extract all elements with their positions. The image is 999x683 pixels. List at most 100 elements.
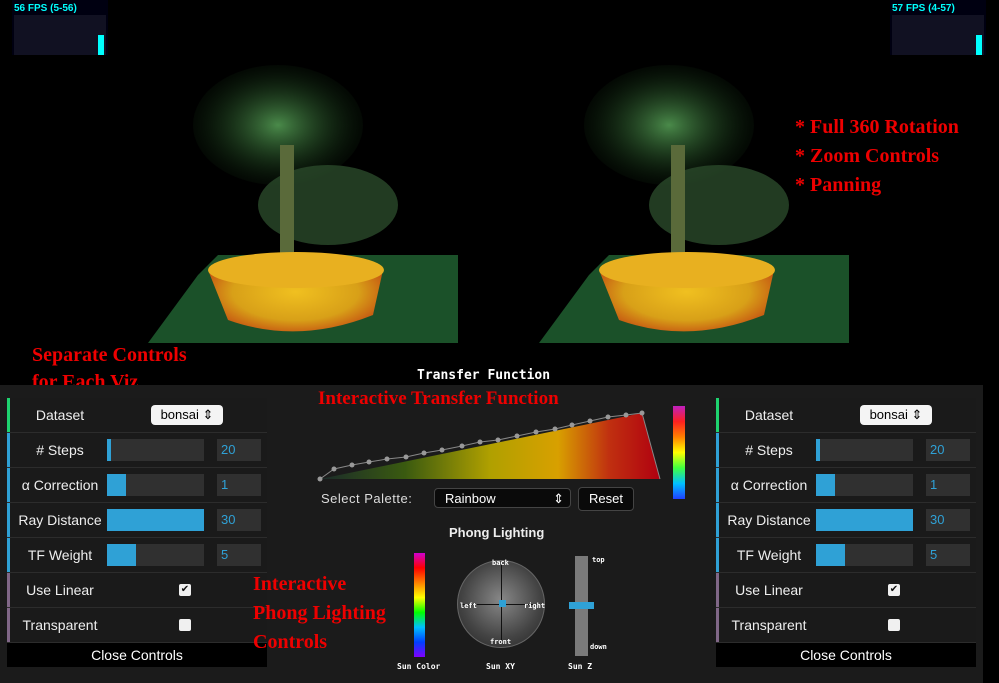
steps-slider[interactable] xyxy=(816,439,913,461)
ray-distance-row: Ray Distance 30 xyxy=(716,503,976,538)
alpha-correction-input[interactable]: 1 xyxy=(926,474,970,496)
fps-graph xyxy=(892,15,984,55)
feature-note: * Panning xyxy=(795,174,882,196)
slider-fill xyxy=(816,474,836,496)
sun-z-handle[interactable] xyxy=(569,602,594,609)
dataset-row: Dataset bonsai ⇕ xyxy=(7,398,267,433)
phong-title: Phong Lighting xyxy=(449,525,545,540)
alpha-correction-slider[interactable] xyxy=(107,474,204,496)
row-edge xyxy=(7,538,10,572)
slider-fill xyxy=(816,509,913,531)
feature-note: * Zoom Controls xyxy=(795,145,940,167)
row-edge xyxy=(716,468,719,502)
sun-color-label: Sun Color xyxy=(397,662,441,671)
alpha-correction-row: α Correction 1 xyxy=(7,468,267,503)
tf-weight-label: TF Weight xyxy=(736,547,802,563)
steps-label: # Steps xyxy=(745,442,793,458)
row-edge xyxy=(716,503,719,537)
tf-weight-row: TF Weight 5 xyxy=(7,538,267,573)
transfer-function-title: Transfer Function xyxy=(417,368,551,383)
row-edge xyxy=(7,398,10,432)
transparent-checkbox[interactable] xyxy=(179,619,191,631)
alpha-correction-label: α Correction xyxy=(21,477,99,493)
note-line: Phong Lighting xyxy=(253,602,386,624)
tf-weight-input[interactable]: 5 xyxy=(926,544,970,566)
use-linear-label: Use Linear xyxy=(735,582,803,598)
palette-value: Rainbow xyxy=(445,491,496,506)
sun-color-bar[interactable] xyxy=(414,553,425,657)
direction-back-label: back xyxy=(492,559,509,567)
slider-fill xyxy=(107,544,137,566)
use-linear-row: Use Linear ✔ xyxy=(716,573,976,608)
palette-label: Select Palette: xyxy=(321,491,413,506)
slider-fill xyxy=(816,439,820,461)
dataset-select[interactable]: bonsai ⇕ xyxy=(151,405,223,425)
tf-weight-input[interactable]: 5 xyxy=(217,544,261,566)
steps-slider[interactable] xyxy=(107,439,204,461)
select-arrows-icon: ⇕ xyxy=(553,491,564,506)
dataset-value: bonsai xyxy=(869,407,908,422)
close-controls-button[interactable]: Close Controls xyxy=(716,643,976,667)
direction-front-label: front xyxy=(490,638,512,646)
row-edge xyxy=(716,433,719,467)
alpha-correction-row: α Correction 1 xyxy=(716,468,976,503)
tf-weight-slider[interactable] xyxy=(816,544,913,566)
left-controls: Dataset bonsai ⇕ # Steps 20 α Correction… xyxy=(7,398,267,667)
sun-xy-label: Sun XY xyxy=(486,662,515,671)
ray-distance-label: Ray Distance xyxy=(18,512,102,528)
note-line: Separate Controls xyxy=(32,344,187,366)
right-controls: Dataset bonsai ⇕ # Steps 20 α Correction… xyxy=(716,398,976,667)
direction-right-label: right xyxy=(524,602,546,610)
row-edge xyxy=(7,573,10,607)
steps-row: # Steps 20 xyxy=(716,433,976,468)
fps-label: 56 FPS (5-56) xyxy=(14,3,77,14)
row-edge xyxy=(716,538,719,572)
row-edge xyxy=(7,503,10,537)
row-edge xyxy=(7,433,10,467)
sun-z-slider[interactable] xyxy=(569,556,594,656)
reset-button[interactable]: Reset xyxy=(578,487,634,511)
ray-distance-input[interactable]: 30 xyxy=(926,509,970,531)
fps-meter-left: 56 FPS (5-56) xyxy=(12,0,108,55)
row-edge xyxy=(7,608,10,642)
steps-input[interactable]: 20 xyxy=(926,439,970,461)
use-linear-row: Use Linear ✔ xyxy=(7,573,267,608)
tf-weight-row: TF Weight 5 xyxy=(716,538,976,573)
tf-weight-label: TF Weight xyxy=(27,547,93,563)
steps-input[interactable]: 20 xyxy=(217,439,261,461)
transparent-row: Transparent xyxy=(7,608,267,643)
row-edge xyxy=(716,608,719,642)
fps-graph xyxy=(14,15,106,55)
feature-notes: * Full 360 Rotation * Zoom Controls * Pa… xyxy=(795,113,959,200)
volume-render-left[interactable] xyxy=(148,25,458,343)
dataset-select[interactable]: bonsai ⇕ xyxy=(860,405,932,425)
slider-fill xyxy=(816,544,846,566)
fps-meter-right: 57 FPS (4-57) xyxy=(890,0,986,55)
palette-select[interactable]: Rainbow ⇕ xyxy=(434,488,571,508)
fps-bar xyxy=(976,35,982,55)
tf-weight-slider[interactable] xyxy=(107,544,204,566)
ray-distance-label: Ray Distance xyxy=(727,512,811,528)
close-controls-button[interactable]: Close Controls xyxy=(7,643,267,667)
phong-lighting-note: Interactive Phong Lighting Controls xyxy=(253,570,386,657)
ray-distance-input[interactable]: 30 xyxy=(217,509,261,531)
palette-preview-bar xyxy=(673,406,685,499)
use-linear-checkbox[interactable]: ✔ xyxy=(179,584,191,596)
sun-xy-handle[interactable] xyxy=(499,600,506,607)
transfer-function-editor[interactable] xyxy=(312,405,662,485)
steps-row: # Steps 20 xyxy=(7,433,267,468)
note-line: Controls xyxy=(253,631,328,653)
slider-fill xyxy=(107,439,111,461)
ray-distance-slider[interactable] xyxy=(816,509,913,531)
note-line: Interactive xyxy=(253,573,347,595)
volume-render-right[interactable] xyxy=(539,25,849,343)
row-edge xyxy=(716,398,719,432)
sun-xy-pad[interactable]: back front left right xyxy=(457,559,546,648)
alpha-correction-slider[interactable] xyxy=(816,474,913,496)
transfer-function-note: Interactive Transfer Function xyxy=(318,388,559,409)
alpha-correction-label: α Correction xyxy=(730,477,808,493)
alpha-correction-input[interactable]: 1 xyxy=(217,474,261,496)
transparent-checkbox[interactable] xyxy=(888,619,900,631)
use-linear-checkbox[interactable]: ✔ xyxy=(888,584,900,596)
ray-distance-slider[interactable] xyxy=(107,509,204,531)
